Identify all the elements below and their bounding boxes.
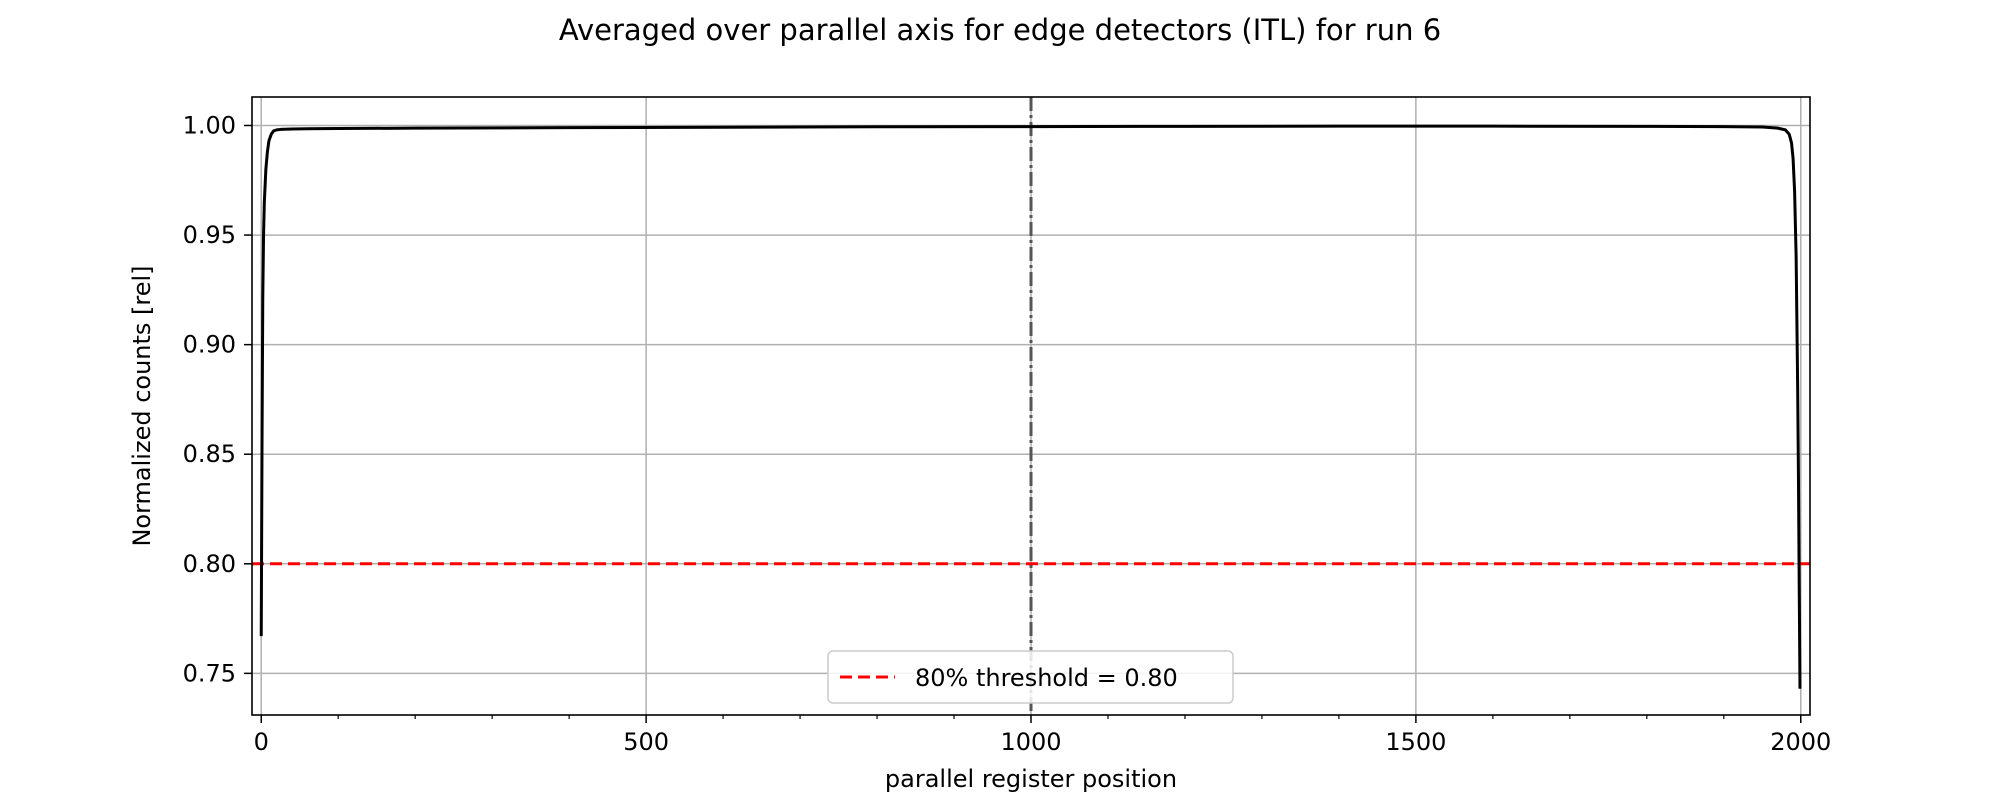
y-tick-label: 1.00 bbox=[183, 111, 236, 139]
chart-title: Averaged over parallel axis for edge det… bbox=[558, 13, 1442, 47]
x-axis-label: parallel register position bbox=[885, 765, 1177, 793]
x-tick-label: 500 bbox=[623, 728, 669, 756]
x-tick-label: 0 bbox=[254, 728, 269, 756]
legend: 80% threshold = 0.80 bbox=[827, 650, 1234, 704]
y-tick-label: 0.85 bbox=[183, 440, 236, 468]
y-axis-label: Normalized counts [rel] bbox=[128, 265, 156, 546]
y-tick-label: 0.75 bbox=[183, 659, 236, 687]
x-tick-label: 2000 bbox=[1770, 728, 1831, 756]
y-tick-label: 0.95 bbox=[183, 221, 236, 249]
y-tick-label: 0.90 bbox=[183, 331, 236, 359]
legend-label: 80% threshold = 0.80 bbox=[915, 664, 1178, 692]
legend-box bbox=[827, 650, 1234, 704]
ticks: 0 500 1000 1500 2000 0.75 0.80 0.85 0.90 0.95 1.00 bbox=[183, 111, 1832, 756]
x-tick-label: 1000 bbox=[1000, 728, 1061, 756]
series-line bbox=[259, 124, 1802, 689]
y-tick-label: 0.80 bbox=[183, 550, 236, 578]
series-layer bbox=[259, 124, 1802, 689]
x-tick-label: 1500 bbox=[1385, 728, 1446, 756]
